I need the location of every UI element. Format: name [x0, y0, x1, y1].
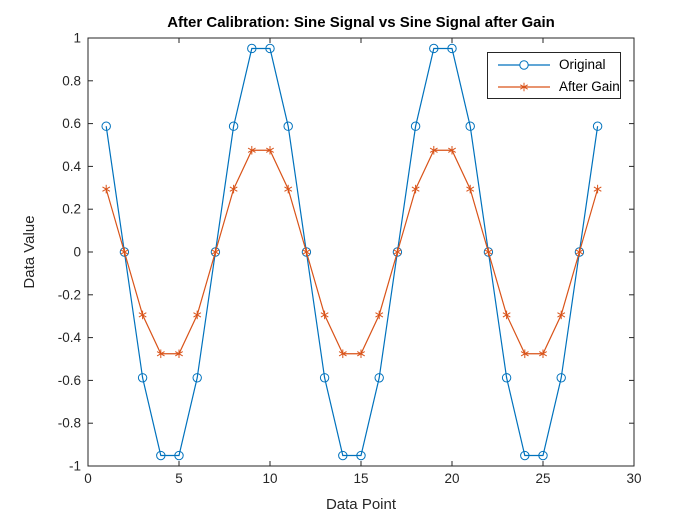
y-tick-label: -1	[69, 459, 81, 474]
data-point-marker-asterisk	[284, 184, 293, 194]
data-point-marker-circle	[319, 373, 330, 383]
data-point-marker-asterisk	[575, 247, 584, 257]
y-tick-label: 1	[73, 31, 81, 46]
data-point-marker-circle	[429, 43, 439, 54]
data-point-marker-asterisk	[502, 310, 511, 320]
data-point-marker-circle	[137, 373, 148, 383]
y-tick-label: -0.4	[58, 330, 82, 345]
data-point-marker-circle	[101, 121, 111, 131]
y-axis-label: Data Value	[21, 215, 38, 289]
data-point-marker-asterisk	[429, 145, 438, 155]
data-point-marker-circle	[156, 450, 166, 461]
data-point-marker-circle	[356, 450, 366, 461]
legend-sample-asterisk-icon	[498, 82, 550, 91]
data-point-marker-circle	[538, 450, 548, 461]
y-tick-label: 0	[73, 245, 81, 260]
data-point-marker-circle	[247, 43, 257, 54]
data-point-marker-circle	[174, 450, 184, 461]
data-point-marker-circle	[447, 43, 457, 54]
data-point-marker-circle	[520, 450, 530, 461]
data-point-marker-asterisk	[266, 145, 274, 155]
data-point-marker-asterisk	[393, 247, 402, 257]
legend-entry-label: After Gain	[559, 79, 620, 94]
data-point-marker-asterisk	[211, 247, 220, 257]
data-point-marker-asterisk	[120, 247, 129, 257]
data-point-marker-asterisk	[411, 184, 420, 194]
y-tick-label: -0.2	[58, 287, 81, 302]
legend-sample-circle-icon	[498, 59, 550, 70]
data-point-marker-asterisk	[247, 145, 256, 155]
data-point-marker-circle	[374, 373, 384, 383]
data-point-marker-asterisk	[520, 349, 529, 359]
chart-title: After Calibration: Sine Signal vs Sine S…	[167, 14, 555, 31]
data-point-marker-asterisk	[448, 145, 456, 155]
data-point-marker-circle	[501, 373, 512, 383]
y-tick-label: -0.8	[58, 416, 81, 431]
data-point-marker-asterisk	[484, 247, 493, 257]
data-point-marker-asterisk	[375, 310, 384, 320]
y-tick-label: 0.8	[62, 73, 81, 88]
x-tick-label: 5	[175, 471, 183, 486]
y-tick-label: 0.2	[62, 202, 81, 217]
data-point-marker-asterisk	[193, 310, 202, 320]
data-point-marker-circle	[410, 121, 421, 131]
data-point-marker-asterisk	[175, 349, 183, 359]
x-tick-label: 0	[84, 471, 92, 486]
data-point-marker-circle	[338, 450, 348, 461]
x-axis-label: Data Point	[325, 496, 397, 513]
data-point-marker-asterisk	[338, 349, 347, 359]
data-point-marker-circle	[556, 373, 566, 383]
x-tick-label: 20	[444, 471, 459, 486]
series-line-original	[105, 47, 599, 457]
y-tick-label: -0.6	[58, 373, 81, 388]
data-point-marker-asterisk	[102, 184, 111, 194]
data-point-marker-asterisk	[466, 184, 475, 194]
legend-entry: Original	[488, 54, 620, 76]
y-tick-label: 0.6	[62, 116, 81, 131]
series-line-after-gain	[105, 149, 599, 355]
data-point-marker-circle	[265, 43, 275, 54]
x-tick-label: 15	[353, 471, 368, 486]
data-point-marker-asterisk	[302, 247, 311, 257]
legend-entry: After Gain	[488, 76, 620, 98]
x-tick-label: 25	[535, 471, 550, 486]
axes-box	[87, 37, 635, 467]
data-point-marker-asterisk	[156, 349, 165, 359]
data-point-marker-circle	[228, 121, 239, 131]
data-point-marker-circle	[465, 121, 475, 131]
data-point-marker-circle	[592, 121, 603, 131]
data-point-marker-asterisk	[229, 184, 238, 194]
data-point-marker-asterisk	[138, 310, 147, 320]
legend-entry-label: Original	[559, 57, 606, 72]
data-point-marker-circle	[192, 373, 202, 383]
data-point-marker-asterisk	[557, 310, 566, 320]
data-point-marker-asterisk	[593, 184, 602, 194]
y-tick-label: 0.4	[62, 159, 81, 174]
x-tick-label: 30	[626, 471, 641, 486]
data-point-marker-asterisk	[357, 349, 365, 359]
data-point-marker-circle	[283, 121, 293, 131]
legend: Original After Gain	[487, 52, 621, 99]
data-point-marker-asterisk	[539, 349, 547, 359]
data-point-marker-asterisk	[320, 310, 329, 320]
x-tick-label: 10	[262, 471, 277, 486]
